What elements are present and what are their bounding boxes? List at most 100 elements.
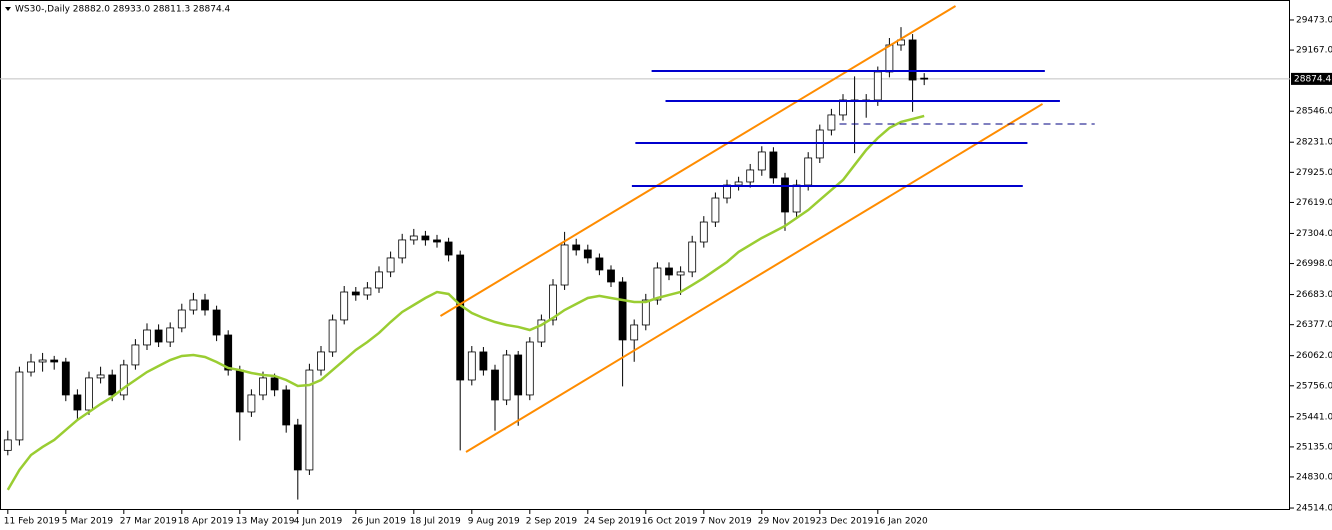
y-tick-label: 29473.0 (1296, 15, 1332, 25)
candle-body (235, 369, 244, 413)
candle-body (525, 341, 534, 396)
candle-body (143, 329, 151, 346)
y-tick-label: 28546.0 (1296, 107, 1332, 117)
candle-body (920, 77, 929, 80)
candle-body (479, 351, 488, 371)
candle-body (433, 239, 441, 243)
candle-body (676, 271, 685, 276)
y-tick-label: 26998.0 (1296, 259, 1332, 269)
candle-body (328, 319, 337, 353)
candle-body (15, 371, 24, 441)
candle-body (908, 39, 917, 81)
candle-body (270, 377, 279, 391)
candle-body (549, 284, 557, 321)
candle-body (444, 241, 453, 256)
candle-body (653, 267, 662, 301)
candle-body (189, 299, 198, 311)
y-tick-label: 27304.0 (1296, 229, 1332, 239)
candle-body (108, 374, 117, 396)
candle-body (792, 184, 801, 213)
candle-body (212, 309, 221, 336)
candle-body (421, 235, 430, 241)
y-tick-label: 27925.0 (1296, 168, 1332, 178)
candle-body (885, 44, 894, 73)
candle-body (154, 329, 163, 343)
y-tick-label: 24830.0 (1296, 472, 1332, 482)
candle-body (61, 361, 70, 396)
y-tick-label: 29167.0 (1296, 46, 1332, 56)
candle-body (201, 299, 209, 311)
candle-body (224, 334, 233, 371)
candle-body (259, 377, 267, 396)
candle-body (514, 354, 523, 396)
candle-body (699, 221, 708, 243)
candle-body (456, 254, 465, 381)
current-price-box (1291, 72, 1332, 85)
x-tick-label: 5 Mar 2019 (62, 517, 114, 527)
y-tick-label: 26062.0 (1296, 351, 1332, 361)
candle-body (781, 177, 789, 213)
candle-body (711, 197, 720, 223)
candle-body (3, 439, 12, 451)
current-price-label: 28874.4 (1294, 74, 1331, 84)
candle-body (398, 239, 407, 259)
x-tick-label: 26 Jun 2019 (352, 517, 406, 527)
candle-body (247, 394, 256, 413)
candle-body (491, 369, 499, 401)
candle-body (363, 287, 372, 296)
plot-frame (0, 0, 1290, 510)
candle-body (560, 244, 569, 286)
candle-body (340, 291, 349, 321)
candle-body (50, 359, 59, 363)
candle-body (119, 364, 128, 396)
candle-body (96, 374, 105, 379)
candle-body (282, 389, 291, 426)
candle-body (688, 241, 697, 273)
x-tick-label: 2 Sep 2019 (526, 517, 578, 527)
candle-body (665, 267, 673, 276)
x-tick-label: 16 Jan 2020 (874, 517, 928, 527)
candle-body (27, 361, 35, 373)
x-tick-label: 16 Oct 2019 (642, 517, 698, 527)
x-tick-label: 27 Mar 2019 (120, 517, 177, 527)
candle-body (293, 424, 302, 471)
x-tick-label: 11 Feb 2019 (4, 517, 60, 527)
candle-body (583, 249, 592, 259)
y-tick-label: 25135.0 (1296, 442, 1332, 452)
candle-body (409, 235, 418, 241)
y-tick-label: 26683.0 (1296, 290, 1332, 300)
candle-body (73, 394, 82, 411)
y-tick-label: 28231.0 (1296, 138, 1332, 148)
candle-body (769, 151, 778, 179)
x-tick-label: 4 Jun 2019 (294, 517, 343, 527)
candle-body (177, 309, 186, 329)
drawing-line (465, 103, 1044, 453)
candle-body (375, 271, 383, 289)
chart-title: WS30-,Daily 28882.0 28933.0 28811.3 2887… (15, 5, 231, 15)
candle-body (351, 291, 360, 296)
x-tick-label: 13 May 2019 (236, 517, 295, 527)
candle-body (305, 369, 314, 471)
moving-average (6, 114, 925, 491)
x-tick-label: 24 Sep 2019 (584, 517, 641, 527)
x-tick-label: 7 Nov 2019 (700, 517, 752, 527)
candle-body (502, 354, 511, 401)
candle-body (131, 344, 140, 366)
y-tick-label: 24514.0 (1296, 504, 1332, 514)
candle-body (734, 181, 743, 186)
x-tick-label: 29 Nov 2019 (758, 517, 816, 527)
candle-body (386, 257, 395, 273)
x-tick-label: 18 Jul 2019 (410, 517, 461, 527)
candle-body (641, 299, 650, 326)
x-tick-label: 18 Apr 2019 (178, 517, 234, 527)
candle-body (38, 359, 47, 363)
candle-body (467, 351, 476, 381)
candle-body (166, 327, 175, 343)
candle-body (746, 169, 755, 183)
candle-body (630, 324, 639, 341)
candle-body (572, 244, 581, 251)
candle-body (804, 157, 813, 186)
y-tick-label: 27619.0 (1296, 198, 1332, 208)
y-tick-label: 25756.0 (1296, 381, 1332, 391)
drawing-line (439, 5, 957, 317)
